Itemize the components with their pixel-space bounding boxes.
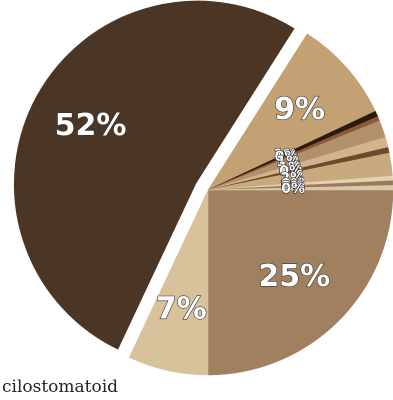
- pie-category-label-2: cilostomatoid: [2, 377, 118, 397]
- pie-slice-label-7: 1%: [278, 160, 302, 176]
- pie-slice-label-12: 0%: [281, 181, 305, 197]
- pie-slice-label-6: 1%: [276, 154, 300, 170]
- pie-percent-labels: 25%7%52% 9%1%0%1%1%0%2%0%0%0%: [54, 91, 331, 327]
- pie-slice-label-0: 25%: [258, 259, 330, 294]
- pie-category-labels: cilostomatoid: [2, 377, 118, 397]
- pie-slice-2: [10, 0, 299, 354]
- pie-slice-label-5: 0%: [275, 149, 299, 165]
- pie-slice-label-1: 7%: [156, 292, 207, 327]
- pie-slice-label-11: 0%: [281, 179, 305, 195]
- pie-slice-label-4: 1%: [274, 147, 298, 163]
- pie-slice-label-9: 2%: [280, 170, 304, 186]
- pie-slice-label-2: 52%: [55, 108, 127, 143]
- pie-slices: [10, 0, 393, 376]
- pie-slice-1: [128, 189, 209, 376]
- pie-slice-label-10: 0%: [281, 177, 305, 193]
- pie-slice-0: [207, 189, 393, 376]
- pie-slice-label-3: 9%: [274, 92, 325, 127]
- pie-slice-3: [207, 33, 376, 191]
- pie-slice-label-8: 0%: [279, 164, 303, 180]
